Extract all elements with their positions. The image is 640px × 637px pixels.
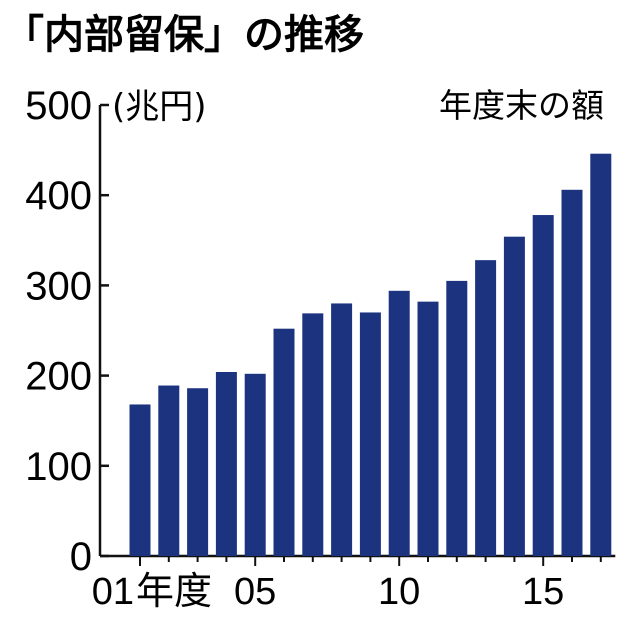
note-label: 年度末の額 <box>439 86 604 125</box>
bar-07 <box>302 313 324 556</box>
x-tick-suffix: 年度 <box>136 571 212 613</box>
x-axis: 01 年度 05 10 15 <box>92 554 616 613</box>
y-tick-label: 200 <box>25 355 92 399</box>
bar-08 <box>331 303 353 556</box>
y-tick-label: 0 <box>70 535 92 579</box>
bar-14 <box>503 236 525 556</box>
bar-15 <box>532 215 554 556</box>
unit-label: (兆円) <box>112 87 207 127</box>
bar-17 <box>590 153 612 556</box>
chart-title: 「内部留保」の推移 <box>4 12 364 58</box>
bar-09 <box>359 312 381 556</box>
bar-05 <box>244 373 266 556</box>
bar-16 <box>561 189 583 556</box>
bar-01 <box>129 404 151 556</box>
bar-04 <box>215 371 237 556</box>
y-tick-label: 400 <box>25 174 92 218</box>
y-axis: 0 100 200 300 400 500 <box>25 84 109 579</box>
bar-13 <box>475 260 497 556</box>
y-tick-label: 500 <box>25 84 92 128</box>
x-tick-label: 05 <box>234 571 276 613</box>
bar-10 <box>388 290 410 556</box>
bar-02 <box>158 385 180 556</box>
bar-11 <box>417 301 439 556</box>
y-tick-label: 100 <box>25 445 92 489</box>
bar-12 <box>446 280 468 556</box>
x-tick-label: 15 <box>522 571 564 613</box>
bar-06 <box>273 328 295 556</box>
bars <box>129 153 612 556</box>
y-tick-label: 300 <box>25 264 92 308</box>
bar-03 <box>187 388 209 556</box>
x-tick-label: 10 <box>378 571 420 613</box>
x-tick-label: 01 <box>92 571 134 613</box>
